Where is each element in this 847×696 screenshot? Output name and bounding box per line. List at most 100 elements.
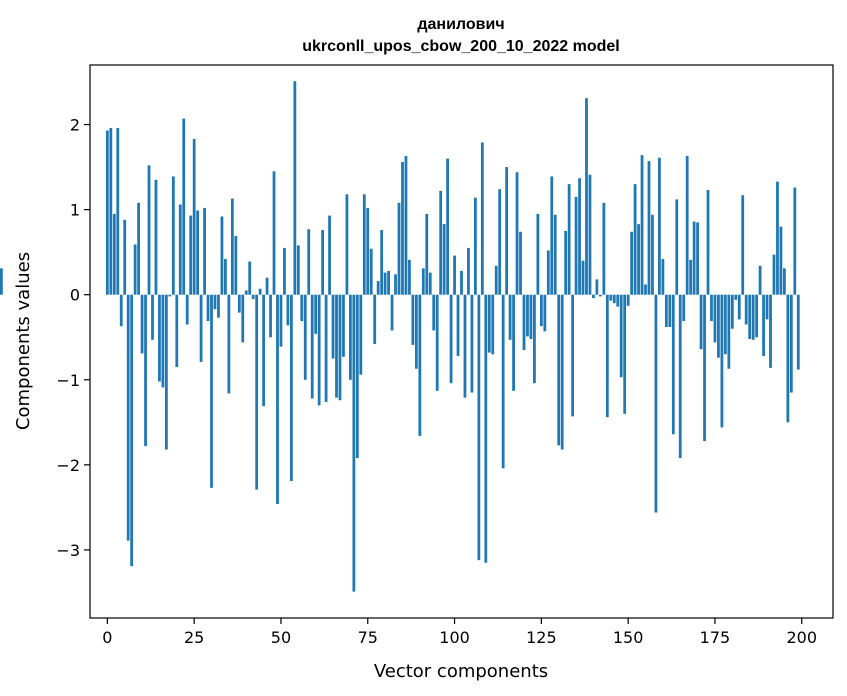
bar	[0, 268, 3, 295]
bar	[651, 214, 654, 295]
bar	[737, 294, 741, 320]
bar	[598, 294, 602, 297]
bar	[675, 199, 679, 295]
bar	[748, 294, 752, 339]
bar	[717, 294, 720, 358]
y-tick-label: −2	[56, 456, 80, 475]
bar	[529, 294, 533, 339]
bar	[605, 294, 609, 418]
bar	[324, 294, 328, 402]
bar	[536, 213, 540, 295]
bar	[744, 294, 748, 325]
bar	[710, 294, 713, 322]
bar	[664, 294, 668, 328]
bar	[289, 294, 293, 482]
bar	[161, 294, 165, 388]
bar	[265, 277, 269, 295]
bar	[678, 294, 682, 459]
bar	[487, 294, 491, 353]
bar	[772, 254, 776, 295]
bar	[477, 294, 481, 561]
bar	[494, 265, 498, 295]
bar	[255, 294, 259, 490]
bar	[283, 247, 286, 295]
bar	[453, 255, 456, 295]
bar	[574, 196, 578, 295]
bar	[630, 231, 634, 295]
bar	[390, 294, 394, 331]
bar	[758, 265, 762, 295]
bar	[352, 294, 356, 592]
bar	[730, 294, 734, 329]
bar	[192, 139, 196, 295]
bar	[196, 210, 200, 295]
bar	[595, 279, 599, 295]
bar	[480, 142, 484, 295]
bar	[276, 294, 279, 504]
bar	[130, 294, 134, 567]
x-tick-label: 125	[526, 628, 557, 647]
bar	[720, 294, 724, 428]
bar	[696, 222, 699, 295]
bar	[789, 294, 793, 393]
bar	[178, 204, 182, 295]
bar	[723, 294, 727, 355]
bar	[369, 248, 373, 295]
bar	[144, 294, 147, 447]
bar	[692, 221, 696, 295]
bar	[522, 294, 526, 351]
bar	[234, 236, 238, 295]
bar	[237, 294, 241, 313]
bar	[286, 294, 290, 326]
bar	[446, 158, 449, 295]
bar	[140, 294, 144, 354]
bar	[755, 294, 759, 338]
bar	[796, 294, 800, 370]
plot-frame	[89, 64, 834, 619]
bar	[262, 294, 265, 407]
x-tick-label: 25	[184, 628, 204, 647]
bar	[533, 294, 536, 384]
bar	[623, 294, 627, 414]
bar	[182, 118, 186, 295]
bar	[456, 294, 460, 356]
bar	[126, 294, 130, 541]
bar	[557, 294, 561, 446]
bar	[224, 258, 227, 295]
bar	[751, 294, 755, 340]
bar	[414, 294, 418, 369]
bar	[515, 172, 519, 295]
bar	[293, 81, 297, 295]
bar	[373, 294, 377, 345]
bar	[501, 294, 505, 469]
bar	[474, 197, 477, 295]
bar	[251, 294, 255, 299]
bar	[550, 176, 554, 295]
bar	[776, 181, 779, 295]
bar	[425, 213, 429, 295]
bar	[241, 294, 245, 343]
bar	[769, 294, 772, 368]
bar	[491, 294, 495, 355]
bar	[498, 189, 502, 295]
bar	[619, 294, 623, 378]
bar	[383, 272, 387, 295]
bar	[387, 270, 390, 295]
bar	[321, 230, 325, 295]
bar	[484, 294, 488, 563]
bar	[345, 194, 349, 295]
bar	[734, 294, 738, 300]
bar	[206, 294, 210, 322]
x-tick-label: 175	[700, 628, 731, 647]
x-tick-label: 0	[102, 628, 112, 647]
bar	[793, 187, 797, 295]
bar	[442, 224, 446, 295]
bar	[567, 184, 571, 295]
bar	[703, 294, 706, 442]
bar	[168, 294, 172, 297]
bar	[380, 230, 384, 295]
bar	[112, 213, 116, 295]
bar	[109, 127, 113, 295]
bar	[328, 215, 331, 295]
x-tick-label: 75	[358, 628, 378, 647]
